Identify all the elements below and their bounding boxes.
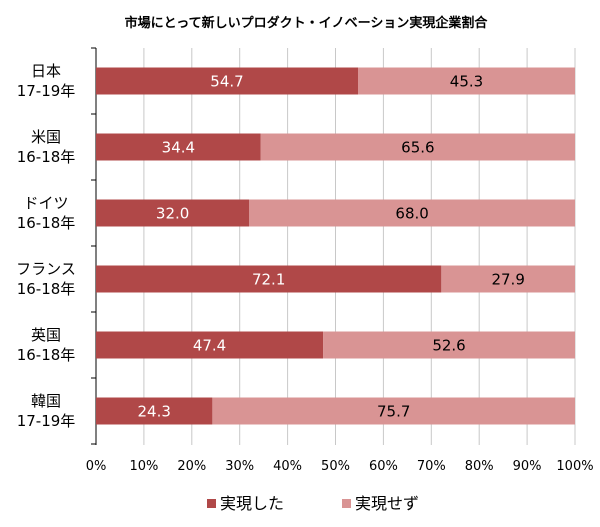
data-label: 34.4	[162, 139, 195, 157]
bar-not-realized	[249, 199, 575, 227]
legend-swatch	[342, 499, 351, 508]
legend-swatch	[207, 499, 216, 508]
x-tick-label: 100%	[556, 459, 593, 474]
x-tick-label: 70%	[417, 459, 446, 474]
x-tick-label: 40%	[273, 459, 302, 474]
bar-not-realized	[212, 397, 575, 425]
value-labels: 54.7 45.3 34.4 65.6 32.0 68.0 72.1 27.9 47.4 52.6…	[137, 73, 524, 421]
x-tick-label: 10%	[129, 459, 158, 474]
x-tick-label: 80%	[465, 459, 494, 474]
category-label-period: 16-18年	[17, 214, 76, 232]
x-tick-label: 90%	[513, 459, 542, 474]
data-label: 54.7	[210, 73, 243, 91]
data-label: 52.6	[432, 337, 465, 355]
bar-not-realized	[358, 67, 575, 95]
bar-not-realized	[441, 265, 575, 293]
category-label-name: ドイツ	[23, 194, 68, 212]
category-label-name: 英国	[31, 326, 61, 344]
legend-label: 実現せず	[355, 494, 419, 513]
data-label: 45.3	[450, 73, 483, 91]
data-label: 75.7	[377, 403, 410, 421]
x-axis: 0% 10% 20% 30% 40% 50% 60% 70% 80% 90% 100%	[86, 459, 594, 474]
bar-realized	[96, 265, 442, 293]
category-label-period: 17-19年	[17, 412, 76, 430]
x-tick-label: 30%	[225, 459, 254, 474]
data-label: 27.9	[491, 271, 524, 289]
legend-label: 実現した	[220, 494, 284, 513]
data-label: 72.1	[252, 271, 285, 289]
x-tick-label: 50%	[321, 459, 350, 474]
bar-not-realized	[323, 331, 575, 359]
category-label-period: 17-19年	[17, 82, 76, 100]
category-label-name: フランス	[16, 260, 76, 278]
data-label: 65.6	[401, 139, 434, 157]
data-label: 24.3	[137, 403, 170, 421]
category-label-name: 韓国	[31, 392, 61, 410]
data-label: 68.0	[395, 205, 428, 223]
data-label: 47.4	[193, 337, 226, 355]
bar-realized	[96, 199, 250, 227]
bar-realized	[96, 331, 324, 359]
category-label-name: 日本	[31, 62, 61, 80]
bar-not-realized	[260, 133, 575, 161]
bar-realized	[96, 133, 261, 161]
grid	[91, 47, 576, 445]
chart-title: 市場にとって新しいプロダクト・イノベーション実現企業割合	[125, 15, 489, 31]
bar-realized	[96, 397, 213, 425]
x-tick-label: 20%	[177, 459, 206, 474]
bar-realized	[96, 67, 359, 95]
category-label-period: 16-18年	[17, 280, 76, 298]
legend: 実現した 実現せず	[207, 494, 419, 513]
bars	[96, 67, 575, 425]
category-label-period: 16-18年	[17, 148, 76, 166]
x-tick-label: 60%	[369, 459, 398, 474]
x-tick-label: 0%	[86, 459, 107, 474]
category-label-period: 16-18年	[17, 346, 76, 364]
data-label: 32.0	[156, 205, 189, 223]
category-label-name: 米国	[31, 128, 61, 146]
